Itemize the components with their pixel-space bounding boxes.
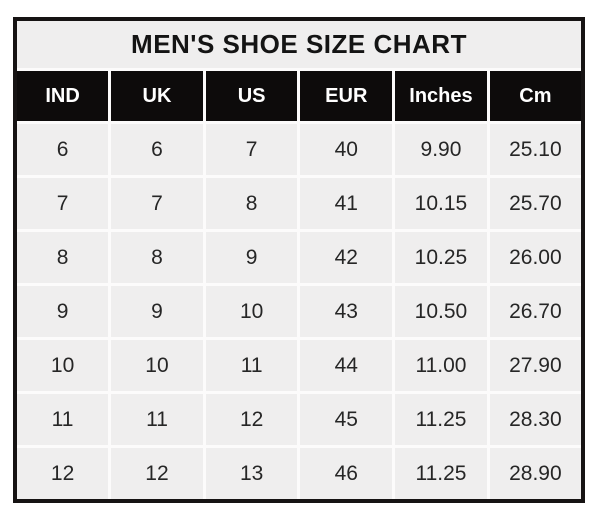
table-cell: 42	[297, 229, 396, 286]
table-cell: 12	[108, 445, 206, 503]
column-header-uk: UK	[108, 68, 206, 124]
table-cell: 9	[108, 283, 206, 340]
column-header-ind: IND	[13, 68, 112, 124]
chart-title: MEN'S SHOE SIZE CHART	[13, 17, 585, 71]
table-row: 7 7 8 41 10.15 25.70	[13, 175, 585, 232]
table-cell: 7	[13, 175, 112, 232]
table-cell: 25.10	[486, 121, 585, 178]
table-cell: 11.00	[392, 337, 490, 394]
column-header-cm: Cm	[486, 68, 585, 124]
header-row: IND UK US EUR Inches Cm	[13, 68, 585, 124]
table-cell: 11	[13, 391, 112, 448]
table-cell: 28.90	[486, 445, 585, 503]
table-row: 9 9 10 43 10.50 26.70	[13, 283, 585, 340]
table-cell: 11	[202, 337, 301, 394]
table-cell: 12	[202, 391, 301, 448]
table-cell: 10.25	[392, 229, 490, 286]
table-cell: 10	[202, 283, 301, 340]
table-row: 8 8 9 42 10.25 26.00	[13, 229, 585, 286]
column-header-inches: Inches	[392, 68, 490, 124]
table-cell: 40	[297, 121, 396, 178]
shoe-size-chart-table: MEN'S SHOE SIZE CHART IND UK US EUR Inch…	[13, 17, 585, 503]
table-cell: 41	[297, 175, 396, 232]
table-cell: 11.25	[392, 445, 490, 503]
table-cell: 8	[108, 229, 206, 286]
table-cell: 11.25	[392, 391, 490, 448]
table-cell: 27.90	[486, 337, 585, 394]
table-cell: 46	[297, 445, 396, 503]
table-cell: 45	[297, 391, 396, 448]
table-cell: 10.50	[392, 283, 490, 340]
table-cell: 26.70	[486, 283, 585, 340]
title-row: MEN'S SHOE SIZE CHART	[13, 17, 585, 71]
table-cell: 26.00	[486, 229, 585, 286]
table-cell: 6	[13, 121, 112, 178]
table-cell: 25.70	[486, 175, 585, 232]
table-cell: 43	[297, 283, 396, 340]
table-cell: 9	[202, 229, 301, 286]
table-cell: 9.90	[392, 121, 490, 178]
table-cell: 10	[108, 337, 206, 394]
table-cell: 7	[108, 175, 206, 232]
table-cell: 10	[13, 337, 112, 394]
table-cell: 7	[202, 121, 301, 178]
table-cell: 8	[202, 175, 301, 232]
table-cell: 6	[108, 121, 206, 178]
table-cell: 44	[297, 337, 396, 394]
table-row: 10 10 11 44 11.00 27.90	[13, 337, 585, 394]
table-cell: 11	[108, 391, 206, 448]
column-header-us: US	[202, 68, 301, 124]
table-cell: 10.15	[392, 175, 490, 232]
table-cell: 12	[13, 445, 112, 503]
table-cell: 13	[202, 445, 301, 503]
table-row: 6 6 7 40 9.90 25.10	[13, 121, 585, 178]
table-cell: 9	[13, 283, 112, 340]
table-row: 12 12 13 46 11.25 28.90	[13, 445, 585, 503]
table-cell: 8	[13, 229, 112, 286]
table-cell: 28.30	[486, 391, 585, 448]
column-header-eur: EUR	[297, 68, 396, 124]
table-row: 11 11 12 45 11.25 28.30	[13, 391, 585, 448]
